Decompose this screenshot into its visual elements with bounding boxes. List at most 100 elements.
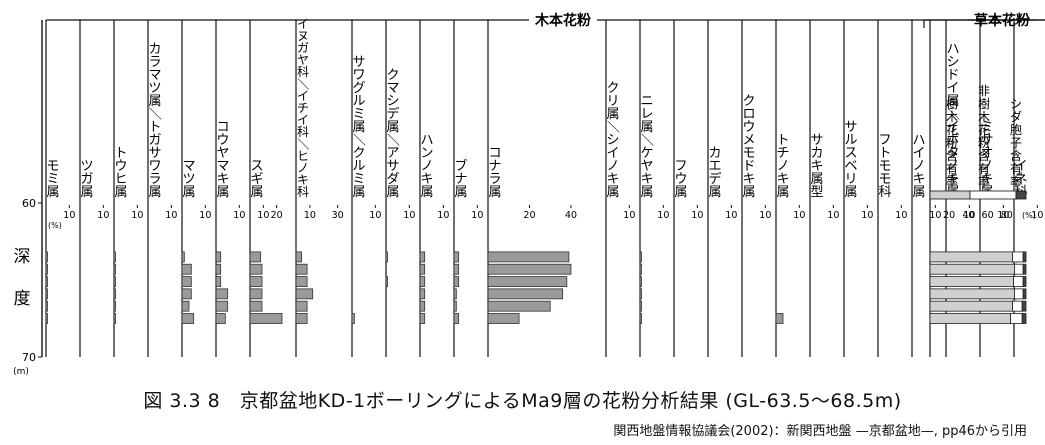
pollen-bar xyxy=(249,288,263,300)
pollen-bar xyxy=(45,313,48,324)
taxon-label-char: フ xyxy=(674,159,687,174)
pollen-bar xyxy=(487,288,564,300)
taxon-label-char: ド xyxy=(946,68,959,83)
pollen-bar xyxy=(419,251,426,263)
pollen-bar xyxy=(181,263,192,275)
composition-tree-bar xyxy=(929,263,1015,275)
taxon-label-char: キ xyxy=(946,172,959,187)
composition-label-char: 有 xyxy=(978,162,990,176)
taxon-label-char: ノ xyxy=(776,159,789,174)
legend-tree-swatch xyxy=(929,190,971,200)
taxon-label-char: ワ xyxy=(148,159,161,174)
taxon-label-char: キ xyxy=(912,172,925,187)
composition-tree-bar xyxy=(929,288,1015,300)
taxon-tick-label: 10 xyxy=(304,210,316,221)
taxon-label-char: イ xyxy=(946,120,959,135)
taxon-label-char: ギ xyxy=(250,172,263,187)
taxon-label-char: ラ xyxy=(488,172,501,187)
taxon-label-char: シ xyxy=(946,55,959,70)
taxon-label-char: コ xyxy=(216,120,229,135)
composition-nontree-bar xyxy=(1010,313,1023,324)
pollen-bar xyxy=(45,263,48,275)
taxon-label-char: ク xyxy=(606,81,619,96)
composition-fern-bar xyxy=(1021,313,1027,324)
composition-nontree-bar xyxy=(1012,251,1024,263)
taxon-label-char: サ xyxy=(810,133,823,148)
taxon-label-char: ノ xyxy=(912,159,925,174)
taxon-tick-label: 20 xyxy=(271,210,283,221)
taxon-label-char: ミ xyxy=(46,172,59,187)
group-header-herb: 草本花粉 xyxy=(974,12,1030,29)
pollen-bar xyxy=(351,313,355,324)
taxon-label-char: ロ xyxy=(742,107,755,122)
pollen-bar xyxy=(639,313,642,324)
taxon-label-char: カ xyxy=(810,146,823,161)
taxon-label-char: ヤ xyxy=(297,53,309,67)
taxon-label-char: ハ xyxy=(912,133,925,148)
taxon-label-char: マ xyxy=(148,68,161,83)
taxon-label-char: 属 xyxy=(46,185,59,200)
composition-label-char: 木 xyxy=(946,110,958,124)
taxon-tick-label: 10 xyxy=(165,210,177,221)
pollen-bar xyxy=(215,276,222,287)
taxon-tick-label: 30 xyxy=(332,210,344,221)
taxon-label-char: 属 xyxy=(420,185,433,200)
depth-tick-label: 70 xyxy=(22,351,36,364)
taxon-label-char: 属 xyxy=(606,185,619,200)
taxon-label-char: 属 xyxy=(352,185,365,200)
taxon-label-char: ハ xyxy=(946,42,959,57)
taxon-tick-label: 20 xyxy=(523,210,535,221)
taxon-label-char: ／ xyxy=(605,120,620,133)
taxon-label-char: 属 xyxy=(488,185,501,200)
pollen-bar xyxy=(295,251,302,263)
group-header-woody: 木本花粉 xyxy=(534,12,591,29)
pollen-bar xyxy=(419,300,426,312)
composition-tree-bar xyxy=(929,276,1014,287)
taxon-label-char: ボ xyxy=(946,133,959,148)
taxon-label-char: ド xyxy=(742,159,755,174)
pollen-bar xyxy=(215,300,229,312)
taxon-label-char: ウ xyxy=(674,172,687,187)
taxon-label-char: キ xyxy=(216,172,229,187)
pollen-bar xyxy=(249,300,263,312)
taxon-label-char: ト xyxy=(148,120,161,135)
taxon-label-char: エ xyxy=(708,159,721,174)
taxon-label-char: ス xyxy=(844,146,857,161)
composition-tick-unit: (%) xyxy=(1022,211,1036,220)
composition-tick-label: 40 xyxy=(962,210,974,221)
pollen-bar xyxy=(215,313,226,324)
pollen-bar xyxy=(385,251,388,263)
taxon-tick-unit: (%) xyxy=(48,221,62,230)
taxon-label-char: イ xyxy=(912,146,925,161)
taxon-label-char: ツ xyxy=(80,159,93,174)
taxon-label-char: ト xyxy=(878,146,891,161)
taxon-label-char: キ xyxy=(742,172,755,187)
taxon-label-char: ／ xyxy=(296,138,310,150)
taxon-label-char: デ xyxy=(708,171,721,187)
composition-label-char: ダ xyxy=(1010,109,1022,124)
taxon-label-char: グ xyxy=(352,81,365,96)
taxon-label-char: ク xyxy=(352,146,365,161)
taxon-label-char: ヤ xyxy=(640,159,653,174)
taxon-label-char: ガ xyxy=(297,41,309,55)
taxon-label-char: 科 xyxy=(297,65,309,79)
pollen-bar xyxy=(215,288,229,300)
taxon-label-char: 属 xyxy=(386,185,399,200)
taxon-label-char: シ xyxy=(606,133,619,148)
taxon-label-char: チ xyxy=(776,146,789,161)
depth-axis-label: 度 xyxy=(14,289,31,309)
taxon-label-char: ダ xyxy=(386,172,399,187)
taxon-label-char: 科 xyxy=(297,185,309,199)
pollen-bar xyxy=(45,288,48,300)
composition-label-char: 有 xyxy=(946,162,958,176)
taxon-label-char: キ xyxy=(776,172,789,187)
taxon-label-char: ヤ xyxy=(216,146,229,161)
taxon-label-char: ノ xyxy=(420,159,433,174)
taxon-label-char: ハ xyxy=(420,133,433,148)
pollen-bar xyxy=(181,313,195,324)
taxon-label-char: 属 xyxy=(912,185,925,200)
composition-label-char: 非 xyxy=(978,84,990,98)
taxon-label-char: ワ xyxy=(352,68,365,83)
taxon-label-char: サ xyxy=(386,159,399,174)
pollen-bar xyxy=(249,313,283,324)
